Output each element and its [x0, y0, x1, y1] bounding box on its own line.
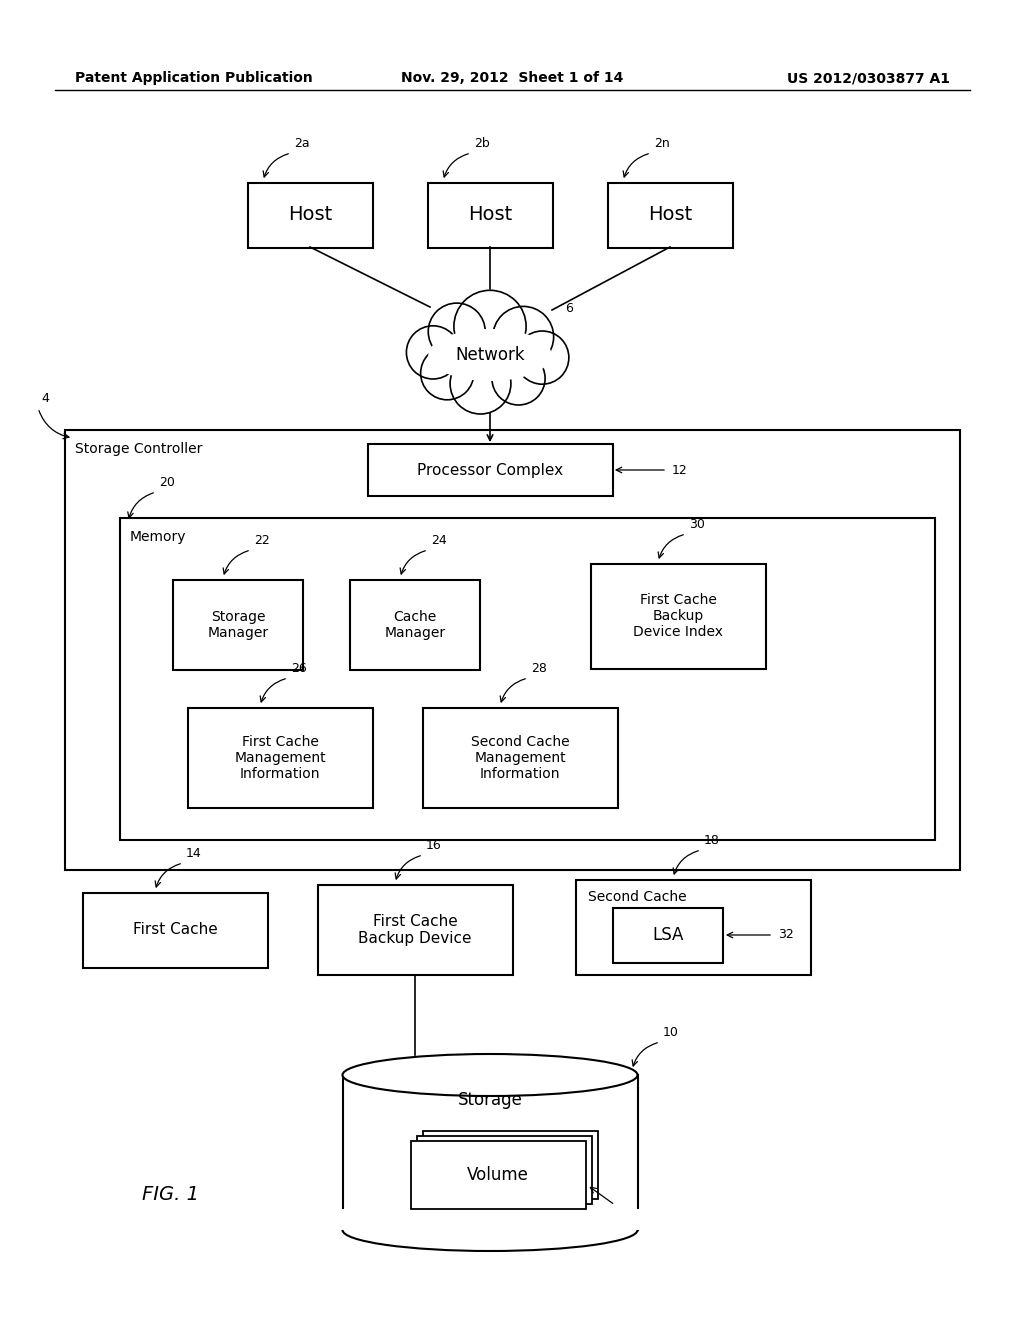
Text: Memory: Memory — [130, 531, 186, 544]
Text: 18: 18 — [705, 834, 720, 847]
Text: 28: 28 — [531, 663, 547, 675]
Text: Cache
Manager: Cache Manager — [384, 610, 445, 640]
Text: Host: Host — [648, 206, 692, 224]
Text: 10: 10 — [663, 1026, 679, 1039]
Text: 20: 20 — [159, 477, 175, 488]
FancyBboxPatch shape — [423, 1131, 598, 1199]
Text: 8: 8 — [620, 1210, 628, 1224]
Text: 16: 16 — [426, 840, 441, 851]
Text: First Cache
Backup Device: First Cache Backup Device — [358, 913, 472, 946]
Circle shape — [451, 354, 511, 414]
Ellipse shape — [399, 308, 581, 401]
FancyBboxPatch shape — [608, 183, 733, 248]
Bar — [342, 1074, 638, 1230]
Text: 2n: 2n — [654, 137, 670, 150]
Text: 26: 26 — [291, 663, 307, 675]
Text: First Cache
Backup
Device Index: First Cache Backup Device Index — [633, 593, 723, 639]
FancyBboxPatch shape — [83, 894, 268, 968]
Text: First Cache
Management
Information: First Cache Management Information — [234, 735, 326, 781]
Circle shape — [421, 347, 474, 400]
Circle shape — [493, 306, 554, 367]
Text: Second Cache: Second Cache — [588, 890, 687, 904]
Text: 30: 30 — [689, 517, 705, 531]
Ellipse shape — [428, 329, 552, 381]
FancyBboxPatch shape — [591, 564, 766, 669]
Text: Storage
Manager: Storage Manager — [208, 610, 268, 640]
Text: Host: Host — [468, 206, 512, 224]
FancyBboxPatch shape — [428, 183, 553, 248]
Text: 2b: 2b — [474, 137, 489, 150]
Text: Storage Controller: Storage Controller — [75, 442, 203, 455]
Ellipse shape — [342, 1209, 638, 1251]
Text: First Cache: First Cache — [133, 923, 217, 937]
Text: Second Cache
Management
Information: Second Cache Management Information — [471, 735, 569, 781]
Text: Host: Host — [288, 206, 332, 224]
FancyBboxPatch shape — [173, 579, 303, 671]
Text: 6: 6 — [565, 302, 572, 315]
FancyBboxPatch shape — [188, 708, 373, 808]
Text: Nov. 29, 2012  Sheet 1 of 14: Nov. 29, 2012 Sheet 1 of 14 — [400, 71, 624, 84]
Text: 14: 14 — [186, 847, 202, 861]
FancyBboxPatch shape — [318, 884, 513, 975]
FancyBboxPatch shape — [417, 1137, 592, 1204]
Text: Network: Network — [456, 346, 525, 364]
FancyBboxPatch shape — [423, 708, 618, 808]
Circle shape — [454, 290, 526, 363]
Text: US 2012/0303877 A1: US 2012/0303877 A1 — [787, 71, 950, 84]
Circle shape — [407, 326, 460, 379]
Text: LSA: LSA — [652, 927, 684, 944]
FancyBboxPatch shape — [120, 517, 935, 840]
Text: 24: 24 — [431, 535, 446, 546]
Text: Volume: Volume — [467, 1166, 529, 1184]
FancyBboxPatch shape — [65, 430, 961, 870]
Text: 32: 32 — [778, 928, 794, 941]
Text: 4: 4 — [41, 392, 49, 405]
Text: 2a: 2a — [294, 137, 309, 150]
Circle shape — [516, 331, 569, 384]
FancyBboxPatch shape — [613, 908, 723, 964]
Text: Storage: Storage — [458, 1092, 522, 1109]
FancyBboxPatch shape — [350, 579, 480, 671]
Bar — [341, 1209, 640, 1230]
Text: Processor Complex: Processor Complex — [417, 462, 563, 478]
Ellipse shape — [342, 1053, 638, 1096]
Circle shape — [428, 304, 485, 360]
FancyBboxPatch shape — [248, 183, 373, 248]
Text: 22: 22 — [254, 535, 269, 546]
FancyBboxPatch shape — [368, 444, 613, 496]
Text: 12: 12 — [672, 463, 688, 477]
FancyBboxPatch shape — [575, 880, 811, 975]
Text: Patent Application Publication: Patent Application Publication — [75, 71, 312, 84]
FancyBboxPatch shape — [411, 1140, 586, 1209]
Circle shape — [492, 352, 545, 405]
Text: FIG. 1: FIG. 1 — [141, 1185, 199, 1204]
